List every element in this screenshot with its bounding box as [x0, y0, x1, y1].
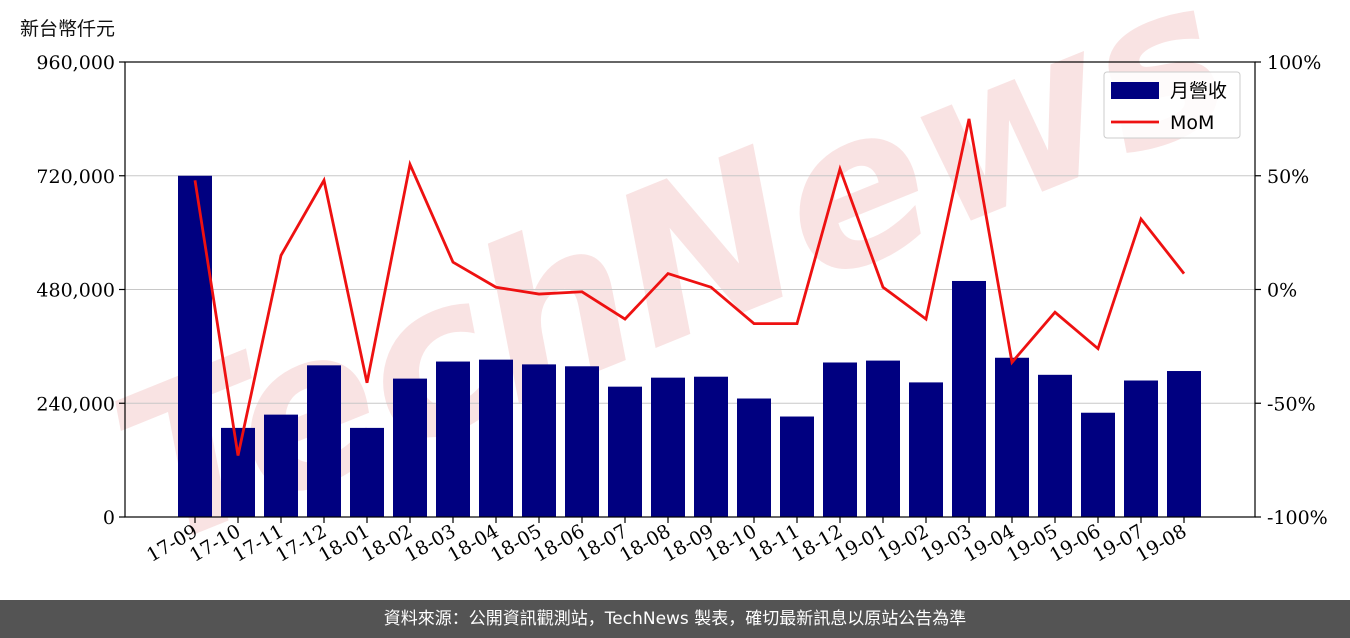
left-tick-label: 0: [103, 507, 115, 529]
left-tick-label: 720,000: [36, 166, 115, 188]
bar-18-02: [393, 378, 427, 517]
legend-swatch-bar: [1111, 82, 1159, 99]
bar-18-11: [780, 416, 814, 517]
bar-18-08: [651, 377, 685, 517]
bar-18-09: [694, 376, 728, 517]
right-tick-label: 0%: [1267, 280, 1297, 302]
mom-line: [193, 118, 1186, 456]
bar-18-12: [823, 362, 857, 517]
left-tick-label: 480,000: [36, 280, 115, 302]
bar-18-06: [565, 366, 599, 517]
bar-19-08: [1167, 371, 1201, 517]
bar-17-09: [178, 175, 212, 517]
legend-label-revenue: 月營收: [1170, 80, 1227, 102]
source-footer: 資料來源：公開資訊觀測站，TechNews 製表，確切最新訊息以原站公告為準: [0, 600, 1350, 638]
bar-18-07: [608, 386, 642, 517]
bar-17-10: [221, 427, 255, 517]
left-tick-label: 240,000: [36, 393, 115, 415]
bar-19-01: [866, 360, 900, 517]
bar-18-10: [737, 398, 771, 517]
right-tick-label: -100%: [1267, 507, 1328, 529]
x-tick-label: 19-08: [1132, 520, 1190, 566]
bar-18-03: [436, 361, 470, 517]
bar-17-12: [307, 365, 341, 517]
bar-18-04: [479, 359, 513, 517]
legend-label-mom: MoM: [1170, 112, 1214, 134]
bar-19-02: [909, 382, 943, 517]
right-tick-label: -50%: [1267, 393, 1316, 415]
left-tick-label: 960,000: [36, 52, 115, 74]
bar-18-01: [350, 427, 384, 517]
bar-19-06: [1081, 412, 1115, 517]
y-axis-unit-label: 新台幣仟元: [20, 18, 116, 40]
right-tick-label: 50%: [1267, 166, 1309, 188]
bar-19-04: [995, 357, 1029, 517]
bar-18-05: [522, 364, 556, 517]
revenue-chart: TechNews0240,000480,000720,000960,000-10…: [36, 0, 1328, 595]
bar-19-03: [952, 280, 986, 517]
bar-19-05: [1038, 374, 1072, 517]
right-tick-label: 100%: [1267, 52, 1321, 74]
bar-17-11: [264, 414, 298, 517]
bar-19-07: [1124, 380, 1158, 517]
